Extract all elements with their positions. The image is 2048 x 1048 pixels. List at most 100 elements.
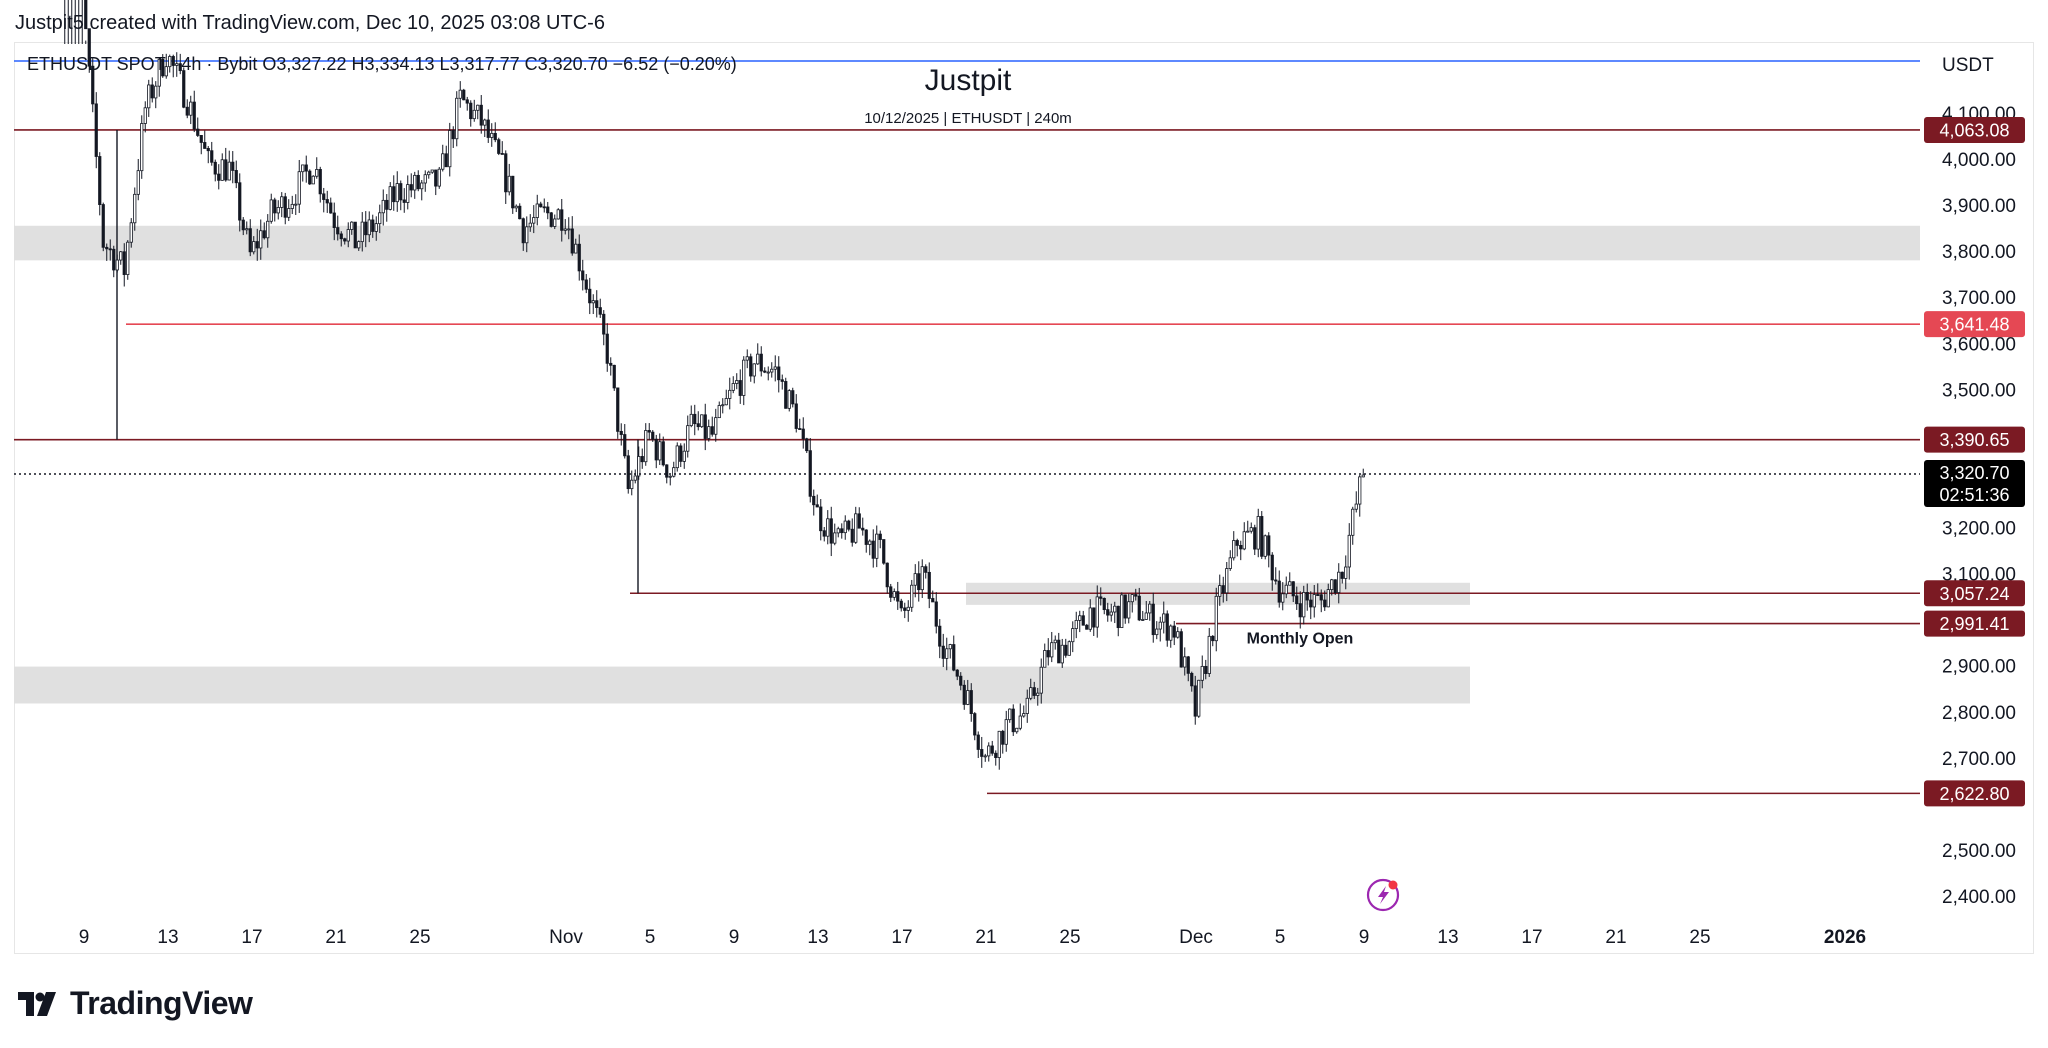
candle: [392, 175, 396, 211]
candle: [409, 173, 413, 198]
x-tick-label-6: 5: [645, 927, 656, 948]
candle: [560, 198, 564, 242]
candle: [679, 443, 683, 468]
lightning-icon[interactable]: [1366, 878, 1400, 912]
candle: [1281, 582, 1285, 611]
candle: [899, 598, 903, 612]
candle: [1036, 687, 1040, 706]
candle: [1323, 590, 1327, 611]
candle: [122, 243, 126, 287]
candle: [1253, 524, 1257, 556]
candle: [819, 499, 823, 541]
candle: [1354, 491, 1358, 513]
candle: [416, 170, 420, 192]
candle: [458, 81, 462, 108]
candle: [997, 730, 1001, 770]
candle: [1144, 601, 1148, 620]
candle: [64, 0, 66, 44]
x-axis[interactable]: 9 13 17 21 25 Nov 5 9 13 17 21 25 Dec 5 9 13 17 21 25 2026: [79, 927, 1866, 948]
candle: [1078, 610, 1082, 633]
candle: [784, 377, 788, 409]
candle: [168, 54, 172, 73]
candle: [675, 442, 679, 472]
candle: [854, 506, 858, 544]
candle: [101, 202, 105, 252]
candle: [1330, 578, 1334, 596]
candle: [476, 104, 480, 120]
candle: [703, 403, 707, 451]
x-tick-label-15: 13: [1437, 927, 1458, 948]
candle: [203, 130, 207, 149]
candle: [812, 489, 816, 516]
candle: [983, 753, 987, 762]
candle: [861, 517, 865, 536]
candle: [353, 221, 357, 249]
candle: [808, 438, 812, 503]
candle: [948, 643, 952, 659]
candle: [105, 243, 109, 261]
candle: [556, 208, 560, 220]
candle: [311, 175, 315, 185]
candle: [74, 0, 76, 44]
candle: [500, 141, 504, 155]
candle: [259, 219, 263, 260]
candle: [567, 217, 571, 240]
candle: [976, 731, 980, 759]
currency-label[interactable]: USDT: [1942, 55, 1994, 76]
tradingview-brand[interactable]: TradingView: [18, 985, 253, 1022]
candle: [885, 562, 889, 594]
candle: [465, 96, 469, 111]
candle: [1151, 592, 1155, 643]
candle: [91, 57, 95, 113]
candle: [248, 219, 252, 257]
candle: [199, 135, 203, 155]
candle: [98, 152, 102, 216]
x-tick-label-5: Nov: [549, 927, 583, 948]
candle: [1172, 620, 1176, 646]
candle: [1340, 571, 1344, 584]
candle: [987, 742, 991, 762]
candle: [430, 169, 434, 174]
candle: [647, 423, 651, 441]
candle: [1302, 585, 1306, 625]
candle: [1008, 708, 1012, 723]
candle: [756, 343, 760, 365]
candle: [182, 67, 186, 109]
candle: [770, 362, 774, 378]
candle: [322, 187, 326, 213]
candle: [490, 123, 494, 147]
candle: [273, 197, 277, 222]
candle: [1344, 555, 1348, 590]
candle: [521, 217, 525, 251]
x-tick-label-18: 25: [1689, 927, 1710, 948]
candle: [959, 672, 963, 691]
price-level-badge-4: 2,991.41: [1924, 610, 2025, 637]
candle: [588, 277, 592, 315]
price-level-badge-3: 3,057.24: [1924, 580, 2025, 607]
candle: [857, 507, 861, 529]
candle: [1270, 552, 1274, 591]
candle: [332, 202, 336, 241]
candle: [602, 310, 606, 346]
chart-frame[interactable]: [14, 42, 2034, 954]
candle: [154, 81, 158, 109]
candle: [87, 28, 91, 73]
candle: [619, 423, 623, 446]
candle: [1305, 583, 1309, 611]
candle: [1158, 616, 1162, 642]
candle: [423, 170, 427, 192]
candle: [192, 90, 196, 133]
candle: [689, 405, 693, 428]
candle: [1169, 624, 1173, 648]
candle: [1109, 603, 1113, 622]
chart-title: Justpit: [924, 64, 1012, 97]
candle: [280, 192, 284, 218]
candle: [1085, 623, 1089, 630]
candle: [1018, 703, 1022, 731]
candle: [570, 216, 574, 256]
candle: [686, 415, 690, 458]
candle: [343, 237, 347, 245]
candle: [1232, 531, 1236, 561]
candle: [94, 92, 98, 169]
